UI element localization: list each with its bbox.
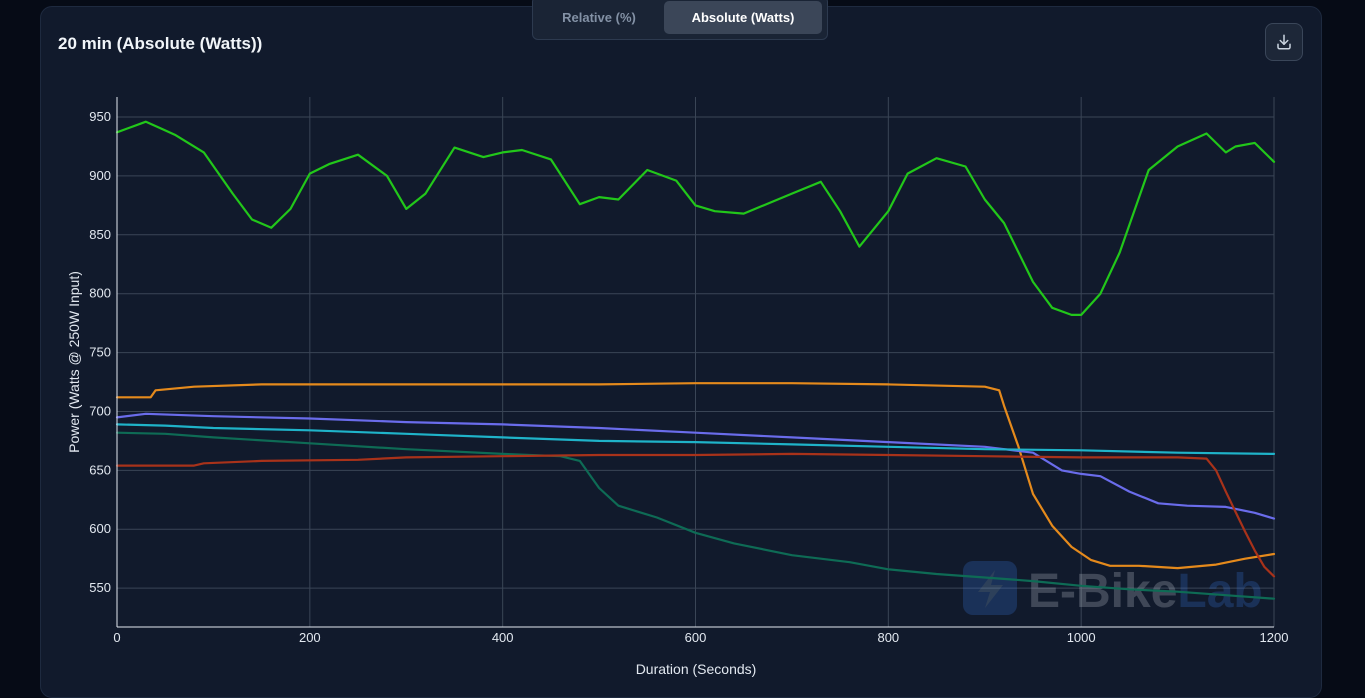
toggle-absolute[interactable]: Absolute (Watts) bbox=[664, 1, 822, 34]
x-axis-title: Duration (Seconds) bbox=[636, 661, 757, 677]
watermark-text-lab: Lab bbox=[1177, 565, 1262, 618]
y-tick-label: 800 bbox=[89, 286, 111, 301]
x-tick-label: 1000 bbox=[1067, 630, 1096, 645]
download-button[interactable] bbox=[1265, 23, 1303, 61]
toggle-relative[interactable]: Relative (%) bbox=[562, 10, 636, 25]
series-line-2 bbox=[115, 382, 1276, 570]
watermark-logo-box bbox=[963, 561, 1017, 615]
view-toggle: Relative (%) Absolute (Watts) bbox=[532, 0, 828, 40]
x-tick-label: 800 bbox=[877, 630, 899, 645]
x-tick-label: 1200 bbox=[1260, 630, 1289, 645]
chart-series bbox=[115, 120, 1276, 600]
download-icon bbox=[1277, 34, 1291, 50]
watermark: E-BikeLab bbox=[963, 561, 1263, 618]
watermark-text-e: E- bbox=[1028, 565, 1076, 618]
x-tick-label: 0 bbox=[113, 630, 120, 645]
chart-axes: 550 600 650 700 750 800 850 900 950 0 200 400 600 800… bbox=[89, 97, 1288, 645]
y-tick-label: 600 bbox=[89, 521, 111, 536]
y-tick-label: 650 bbox=[89, 462, 111, 477]
card-title: 20 min (Absolute (Watts)) bbox=[58, 34, 263, 53]
y-tick-label: 850 bbox=[89, 227, 111, 242]
series-line-3 bbox=[115, 412, 1276, 520]
series-line-4 bbox=[115, 423, 1276, 455]
series-line-1 bbox=[115, 120, 1276, 316]
x-tick-label: 200 bbox=[299, 630, 321, 645]
chart-svg: E-BikeLab 550 600 650 700 750 800 850 900 950 0 20… bbox=[66, 97, 1288, 677]
chart-grid bbox=[117, 97, 1275, 627]
chart-card: 20 min (Absolute (Watts)) bbox=[40, 6, 1322, 698]
svg-text:E-BikeLab: E-BikeLab bbox=[1028, 565, 1263, 618]
x-tick-label: 600 bbox=[685, 630, 707, 645]
x-tick-label: 400 bbox=[492, 630, 514, 645]
y-axis-title: Power (Watts @ 250W Input) bbox=[66, 271, 82, 453]
y-tick-label: 900 bbox=[89, 168, 111, 183]
y-tick-label: 700 bbox=[89, 403, 111, 418]
y-tick-label: 750 bbox=[89, 345, 111, 360]
y-tick-label: 550 bbox=[89, 580, 111, 595]
y-tick-label: 950 bbox=[89, 109, 111, 124]
series-line-5 bbox=[115, 431, 1276, 600]
bolt-icon bbox=[978, 570, 1003, 608]
series-line-6 bbox=[115, 452, 1276, 578]
